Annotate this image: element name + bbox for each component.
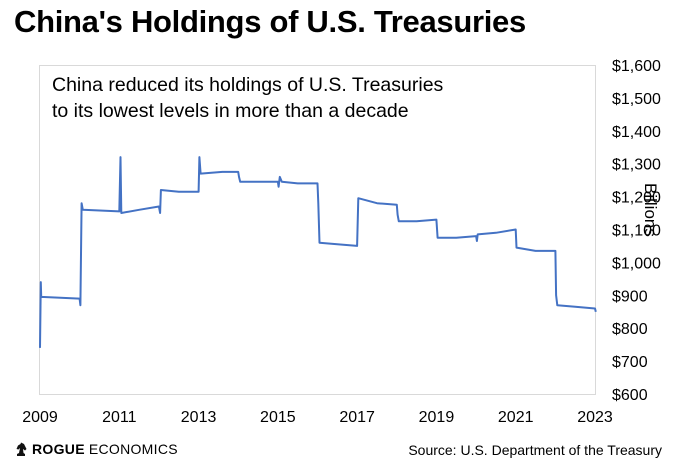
y-tick-label: $1,500 <box>612 91 661 108</box>
x-tick-label: 2015 <box>260 409 296 426</box>
annotation-line-2: to its lowest levels in more than a deca… <box>52 100 409 122</box>
y-tick-label: $1,300 <box>612 157 661 174</box>
x-tick-label: 2009 <box>22 409 58 426</box>
y-tick-label: $1,600 <box>612 58 661 75</box>
y-tick-label: $1,100 <box>612 223 661 240</box>
source-note: Source: U.S. Department of the Treasury <box>408 442 662 458</box>
y-tick-label: $1,200 <box>612 190 661 207</box>
x-tick-label: 2011 <box>102 409 137 426</box>
y-tick-label: $900 <box>612 288 648 305</box>
chart-title: China's Holdings of U.S. Treasuries <box>14 4 526 39</box>
y-tick-label: $1,000 <box>612 255 661 272</box>
x-tick-label: 2019 <box>419 409 455 426</box>
chess-knight-icon <box>16 442 27 456</box>
y-tick-label: $700 <box>612 354 648 371</box>
x-tick-label: 2013 <box>181 409 217 426</box>
brand-name-rogue: ROGUE <box>32 441 85 457</box>
y-tick-label: $600 <box>612 387 648 404</box>
brand-name-economics: ECONOMICS <box>88 441 178 457</box>
y-tick-label: $1,400 <box>612 124 661 141</box>
x-tick-label: 2021 <box>498 409 534 426</box>
series-line <box>39 156 597 348</box>
x-tick-label: 2023 <box>577 409 613 426</box>
chart-annotation: China reduced its holdings of U.S. Treas… <box>52 72 443 124</box>
y-tick-label: $800 <box>612 321 648 338</box>
annotation-line-1: China reduced its holdings of U.S. Treas… <box>52 74 444 96</box>
x-tick-label: 2017 <box>339 409 375 426</box>
plot-area-frame <box>39 65 596 395</box>
y-axis-label: Billions <box>641 183 660 237</box>
brand-logo: ROGUE ECONOMICS <box>14 441 178 457</box>
